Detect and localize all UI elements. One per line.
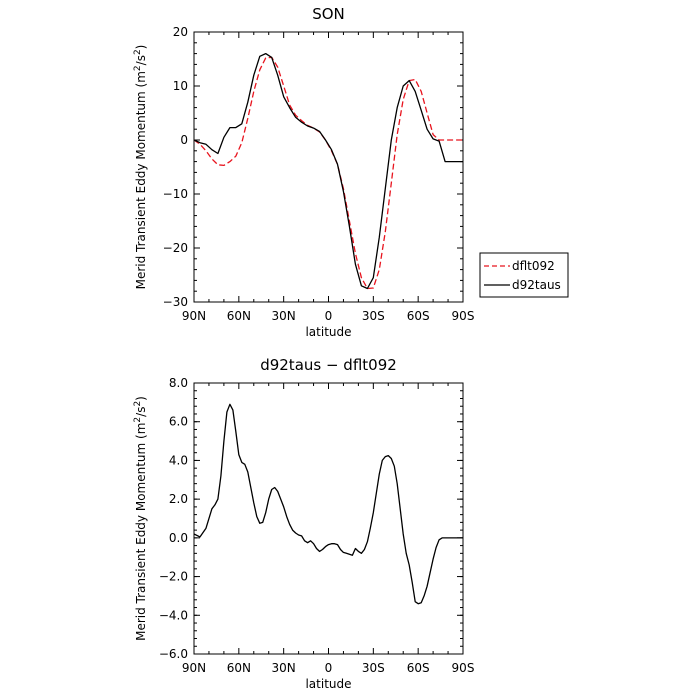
y-tick-label: 20 xyxy=(173,25,188,39)
y-tick-label: 8.0 xyxy=(169,376,188,390)
x-tick-label: 60N xyxy=(227,661,251,675)
chart-title: d92taus − dflt092 xyxy=(260,356,397,374)
y-tick-label: 4.0 xyxy=(169,453,188,467)
y-tick-label: 6.0 xyxy=(169,415,188,429)
x-tick-label: 30N xyxy=(272,661,296,675)
top-panel: 90N 60N 30N 0 30S 60S 90S −30 −20 −10 0 10 20 SON lati… xyxy=(133,5,474,339)
x-tick-label: 90S xyxy=(452,661,475,675)
y-tick-label: −20 xyxy=(163,241,188,255)
x-tick-label: 90N xyxy=(182,661,206,675)
legend-box xyxy=(479,252,569,298)
y-axis-label: Merid Transient Eddy Momentum (m2/s2) xyxy=(133,396,148,641)
series-line-difference xyxy=(194,403,463,605)
x-tick-label: 0 xyxy=(325,661,333,675)
x-tick-label: 90S xyxy=(452,309,475,323)
legend-label-d92taus: d92taus xyxy=(512,278,561,292)
series-line-dflt092 xyxy=(194,56,463,290)
x-tick-label: 0 xyxy=(325,309,333,323)
y-tick-label: −10 xyxy=(163,187,188,201)
x-tick-label: 30S xyxy=(362,661,385,675)
y-tick-label: 2.0 xyxy=(169,492,188,506)
x-tick-label: 30S xyxy=(362,309,385,323)
legend-label-dflt092: dflt092 xyxy=(512,259,555,273)
x-tick-label: 30N xyxy=(272,309,296,323)
y-tick-label: −6.0 xyxy=(159,647,188,661)
y-tick-label: −4.0 xyxy=(159,608,188,622)
chart-title: SON xyxy=(312,5,345,23)
y-tick-label: −30 xyxy=(163,295,188,309)
x-tick-label: 90N xyxy=(182,309,206,323)
x-tick-label: 60N xyxy=(227,309,251,323)
legend: dflt092 d92taus xyxy=(479,252,569,298)
y-axis-label: Merid Transient Eddy Momentum (m2/s2) xyxy=(133,45,148,290)
plot-frame xyxy=(193,31,464,303)
y-tick-label: 0.0 xyxy=(169,531,188,545)
x-tick-label: 60S xyxy=(407,661,430,675)
x-axis-label: latitude xyxy=(305,677,351,691)
x-tick-label: 60S xyxy=(407,309,430,323)
y-tick-label: 10 xyxy=(173,79,188,93)
y-tick-label: 0 xyxy=(180,133,188,147)
x-axis-label: latitude xyxy=(305,325,351,339)
series-line-d92taus xyxy=(194,52,463,290)
y-tick-label: −2.0 xyxy=(159,570,188,584)
bottom-panel: 90N 60N 30N 0 30S 60S 90S −6.0 −4.0 −2.0 0.0 2.0 4.0… xyxy=(133,356,474,691)
